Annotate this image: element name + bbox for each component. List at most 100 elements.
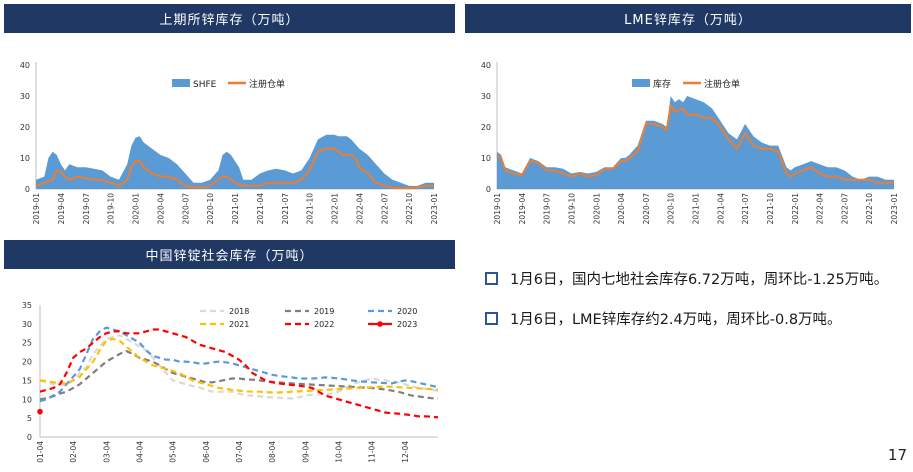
x-tick-label: 2021-04 xyxy=(256,193,265,225)
x-tick-label: 2021-07 xyxy=(281,193,290,225)
series-line-2021 xyxy=(39,337,439,394)
x-tick-label: 01-04 xyxy=(36,441,45,463)
x-tick-label: 2020-07 xyxy=(181,193,190,225)
x-tick-label: 2022-10 xyxy=(865,193,874,225)
x-tick-label: 2022-10 xyxy=(405,193,414,225)
x-tick-label: 2019-01 xyxy=(493,193,502,225)
x-tick-label: 08-04 xyxy=(268,441,277,463)
x-tick-label: 2021-01 xyxy=(692,193,701,225)
x-tick-label: 09-04 xyxy=(301,441,310,463)
square-bullet-icon xyxy=(485,312,498,325)
legend-label: 2021 xyxy=(229,320,249,329)
x-tick-label: 2022-01 xyxy=(791,193,800,225)
y-tick-label: 0 xyxy=(486,185,491,194)
bullet-item: 1月6日，国内七地社会库存6.72万吨，周环比-1.25万吨。 xyxy=(485,268,910,289)
x-tick-label: 05-04 xyxy=(169,441,178,463)
x-tick-label: 2020-01 xyxy=(132,193,141,225)
y-tick-label: 10 xyxy=(22,395,32,404)
x-tick-label: 10-04 xyxy=(335,441,344,463)
series-point-2023 xyxy=(37,408,43,415)
bullet-item: 1月6日，LME锌库存约2.4万吨，周环比-0.8万吨。 xyxy=(485,308,910,329)
lme-inventory-chart: 0 10 20 30 40 2019-01 2019-04 2019-07 2019-10 202… xyxy=(481,61,899,225)
x-tick-label: 2023-01 xyxy=(430,193,439,225)
y-tick-label: 30 xyxy=(481,92,491,101)
legend-label: 2023 xyxy=(397,320,417,329)
page-number: 17 xyxy=(887,446,907,464)
y-tick-label: 5 xyxy=(27,414,32,423)
x-tick-label: 2022-04 xyxy=(816,193,825,225)
bullet-text: 1月6日，LME锌库存约2.4万吨，周环比-0.8万吨。 xyxy=(510,312,842,328)
x-tick-label: 2019-07 xyxy=(543,193,552,225)
legend-label: 库存 xyxy=(653,78,671,90)
legend-label: 2020 xyxy=(397,307,417,316)
x-tick-label: 11-04 xyxy=(368,441,377,463)
legend-label: 注册仓单 xyxy=(249,78,285,90)
x-tick-label: 2021-10 xyxy=(766,193,775,225)
legend-marker xyxy=(377,321,383,327)
chart1-title: 上期所锌库存（万吨） xyxy=(4,4,455,33)
y-tick-label: 35 xyxy=(22,301,32,310)
x-tick-label: 2021-01 xyxy=(231,193,240,225)
legend-swatch-area xyxy=(172,79,190,87)
y-tick-label: 0 xyxy=(25,185,30,194)
x-tick-label: 2022-01 xyxy=(331,193,340,225)
x-tick-label: 2019-10 xyxy=(107,193,116,225)
shfe-inventory-chart: 0 10 20 30 40 2019-01 2019-04 2019-07 2019-10 202… xyxy=(20,61,439,225)
x-tick-label: 2022-07 xyxy=(380,193,389,225)
inventory-area xyxy=(497,96,894,189)
x-tick-label: 02-04 xyxy=(69,441,78,463)
y-tick-label: 20 xyxy=(481,123,491,132)
chart3-title: 中国锌锭社会库存（万吨） xyxy=(4,240,455,269)
x-tick-label: 2023-01 xyxy=(890,193,899,225)
china-social-inventory-chart: 0 5 10 15 20 25 30 35 01-04 02-04 03-04 04-04 05-04 0… xyxy=(22,301,439,463)
legend-label: SHFE xyxy=(193,80,217,90)
legend-label: 2022 xyxy=(314,320,334,329)
legend-label: 2019 xyxy=(314,307,334,316)
y-tick-label: 40 xyxy=(481,61,491,70)
x-tick-label: 2020-04 xyxy=(156,193,165,225)
y-tick-label: 25 xyxy=(22,339,32,348)
legend-label: 2018 xyxy=(229,307,249,316)
warrant-line xyxy=(496,104,894,184)
x-tick-label: 2021-10 xyxy=(306,193,315,225)
legend-swatch-area xyxy=(632,79,650,87)
x-tick-label: 2020-10 xyxy=(667,193,676,225)
series-line-2019 xyxy=(39,349,439,401)
series-line-2022 xyxy=(39,328,439,419)
y-tick-label: 20 xyxy=(20,123,30,132)
series-line-2020 xyxy=(39,326,439,403)
x-tick-label: 2022-04 xyxy=(355,193,364,225)
x-tick-label: 2019-10 xyxy=(567,193,576,225)
y-tick-label: 30 xyxy=(22,320,32,329)
y-tick-label: 40 xyxy=(20,61,30,70)
y-tick-label: 30 xyxy=(20,92,30,101)
y-tick-label: 10 xyxy=(20,154,30,163)
x-tick-label: 2020-10 xyxy=(206,193,215,225)
square-bullet-icon xyxy=(485,272,498,285)
x-tick-label: 03-04 xyxy=(102,441,111,463)
warrant-line xyxy=(35,147,434,190)
x-tick-label: 2020-04 xyxy=(617,193,626,225)
x-tick-label: 2021-07 xyxy=(741,193,750,225)
chart2-title: LME锌库存（万吨） xyxy=(465,4,911,33)
x-tick-label: 2021-04 xyxy=(716,193,725,225)
x-tick-label: 12-04 xyxy=(401,441,410,463)
y-tick-label: 10 xyxy=(481,154,491,163)
bullet-text: 1月6日，国内七地社会库存6.72万吨，周环比-1.25万吨。 xyxy=(510,272,889,288)
x-tick-label: 06-04 xyxy=(202,441,211,463)
x-tick-label: 07-04 xyxy=(235,441,244,463)
x-tick-label: 2019-04 xyxy=(518,193,527,225)
x-tick-label: 2020-01 xyxy=(592,193,601,225)
x-tick-label: 2022-07 xyxy=(840,193,849,225)
x-tick-label: 2020-07 xyxy=(642,193,651,225)
y-tick-label: 15 xyxy=(22,376,32,385)
legend-label: 注册仓单 xyxy=(704,78,740,90)
x-tick-label: 2019-01 xyxy=(32,193,41,225)
x-tick-label: 04-04 xyxy=(136,441,145,463)
y-tick-label: 0 xyxy=(27,433,32,442)
bullet-list: 1月6日，国内七地社会库存6.72万吨，周环比-1.25万吨。 1月6日，LME… xyxy=(485,268,910,348)
series-line-2018 xyxy=(39,334,439,400)
x-tick-label: 2019-04 xyxy=(57,193,66,225)
y-tick-label: 20 xyxy=(22,358,32,367)
x-tick-label: 2019-07 xyxy=(82,193,91,225)
